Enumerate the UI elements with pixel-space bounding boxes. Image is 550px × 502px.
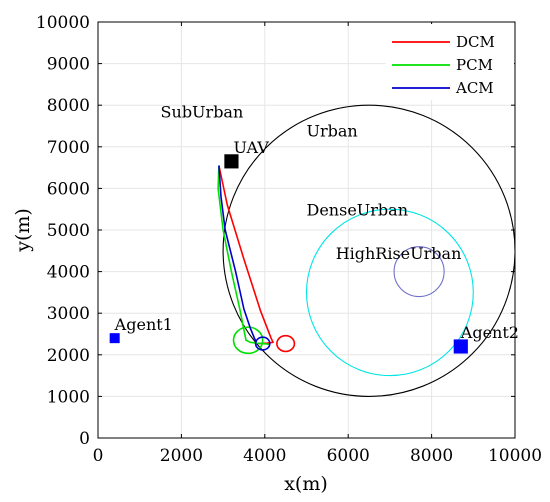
x-tick-label: 4000 xyxy=(243,446,286,466)
series-loop-acm xyxy=(254,336,271,351)
x-tick-label: 0 xyxy=(93,446,104,466)
series-lines xyxy=(217,165,296,355)
y-tick-label: 9000 xyxy=(47,55,90,75)
y-tick-label: 2000 xyxy=(47,346,90,366)
y-tick-label: 8000 xyxy=(47,96,90,116)
marker-label-uav: UAV xyxy=(234,138,270,157)
y-axis-label: y(m) xyxy=(12,208,34,253)
x-tick-label: 2000 xyxy=(160,446,203,466)
region-label: HighRiseUrban xyxy=(336,244,462,263)
series-loop-dcm xyxy=(276,334,296,353)
marker-label-agent1: Agent1 xyxy=(114,315,173,334)
annotations: SubUrban Urban DenseUrban HighRiseUrban xyxy=(161,103,462,263)
region-label: DenseUrban xyxy=(307,200,409,219)
y-tick-label: 3000 xyxy=(47,304,90,324)
region-label: Urban xyxy=(307,121,358,140)
legend-label-pcm: PCM xyxy=(456,56,493,74)
marker-uav xyxy=(224,154,239,169)
y-tick-label: 1000 xyxy=(47,387,90,407)
x-tick-label: 6000 xyxy=(327,446,370,466)
y-tick-label: 7000 xyxy=(47,138,90,158)
legend-label-acm: ACM xyxy=(455,79,494,97)
y-tick-label: 5000 xyxy=(47,221,90,241)
x-axis-label: x(m) xyxy=(284,473,328,495)
y-tick-label: 10000 xyxy=(36,13,90,33)
x-ticks: 0 2000 4000 6000 8000 10000 xyxy=(93,22,542,466)
series-loop-pcm xyxy=(232,326,264,355)
region-circle-denseurban xyxy=(305,208,474,377)
series-line-acm xyxy=(218,165,258,343)
y-ticks: 0 1000 2000 3000 4000 5000 6000 7000 8000 9000 100… xyxy=(36,13,515,449)
x-tick-label: 10000 xyxy=(488,446,542,466)
region-label: SubUrban xyxy=(161,103,244,122)
y-tick-label: 6000 xyxy=(47,179,90,199)
legend: DCM PCM ACM xyxy=(386,24,514,100)
legend-label-dcm: DCM xyxy=(456,33,495,51)
y-tick-label: 4000 xyxy=(47,263,90,283)
grid xyxy=(97,21,516,439)
region-circle-highriseurban xyxy=(393,246,445,298)
marker-agent1 xyxy=(109,333,120,344)
series-line-pcm xyxy=(217,165,270,346)
marker-agent2 xyxy=(453,339,468,354)
markers: UAV Agent1 Agent2 xyxy=(109,138,519,354)
series-line-dcm xyxy=(218,165,274,345)
x-tick-label: 8000 xyxy=(410,446,453,466)
y-tick-label: 0 xyxy=(79,429,90,449)
marker-label-agent2: Agent2 xyxy=(460,323,519,342)
